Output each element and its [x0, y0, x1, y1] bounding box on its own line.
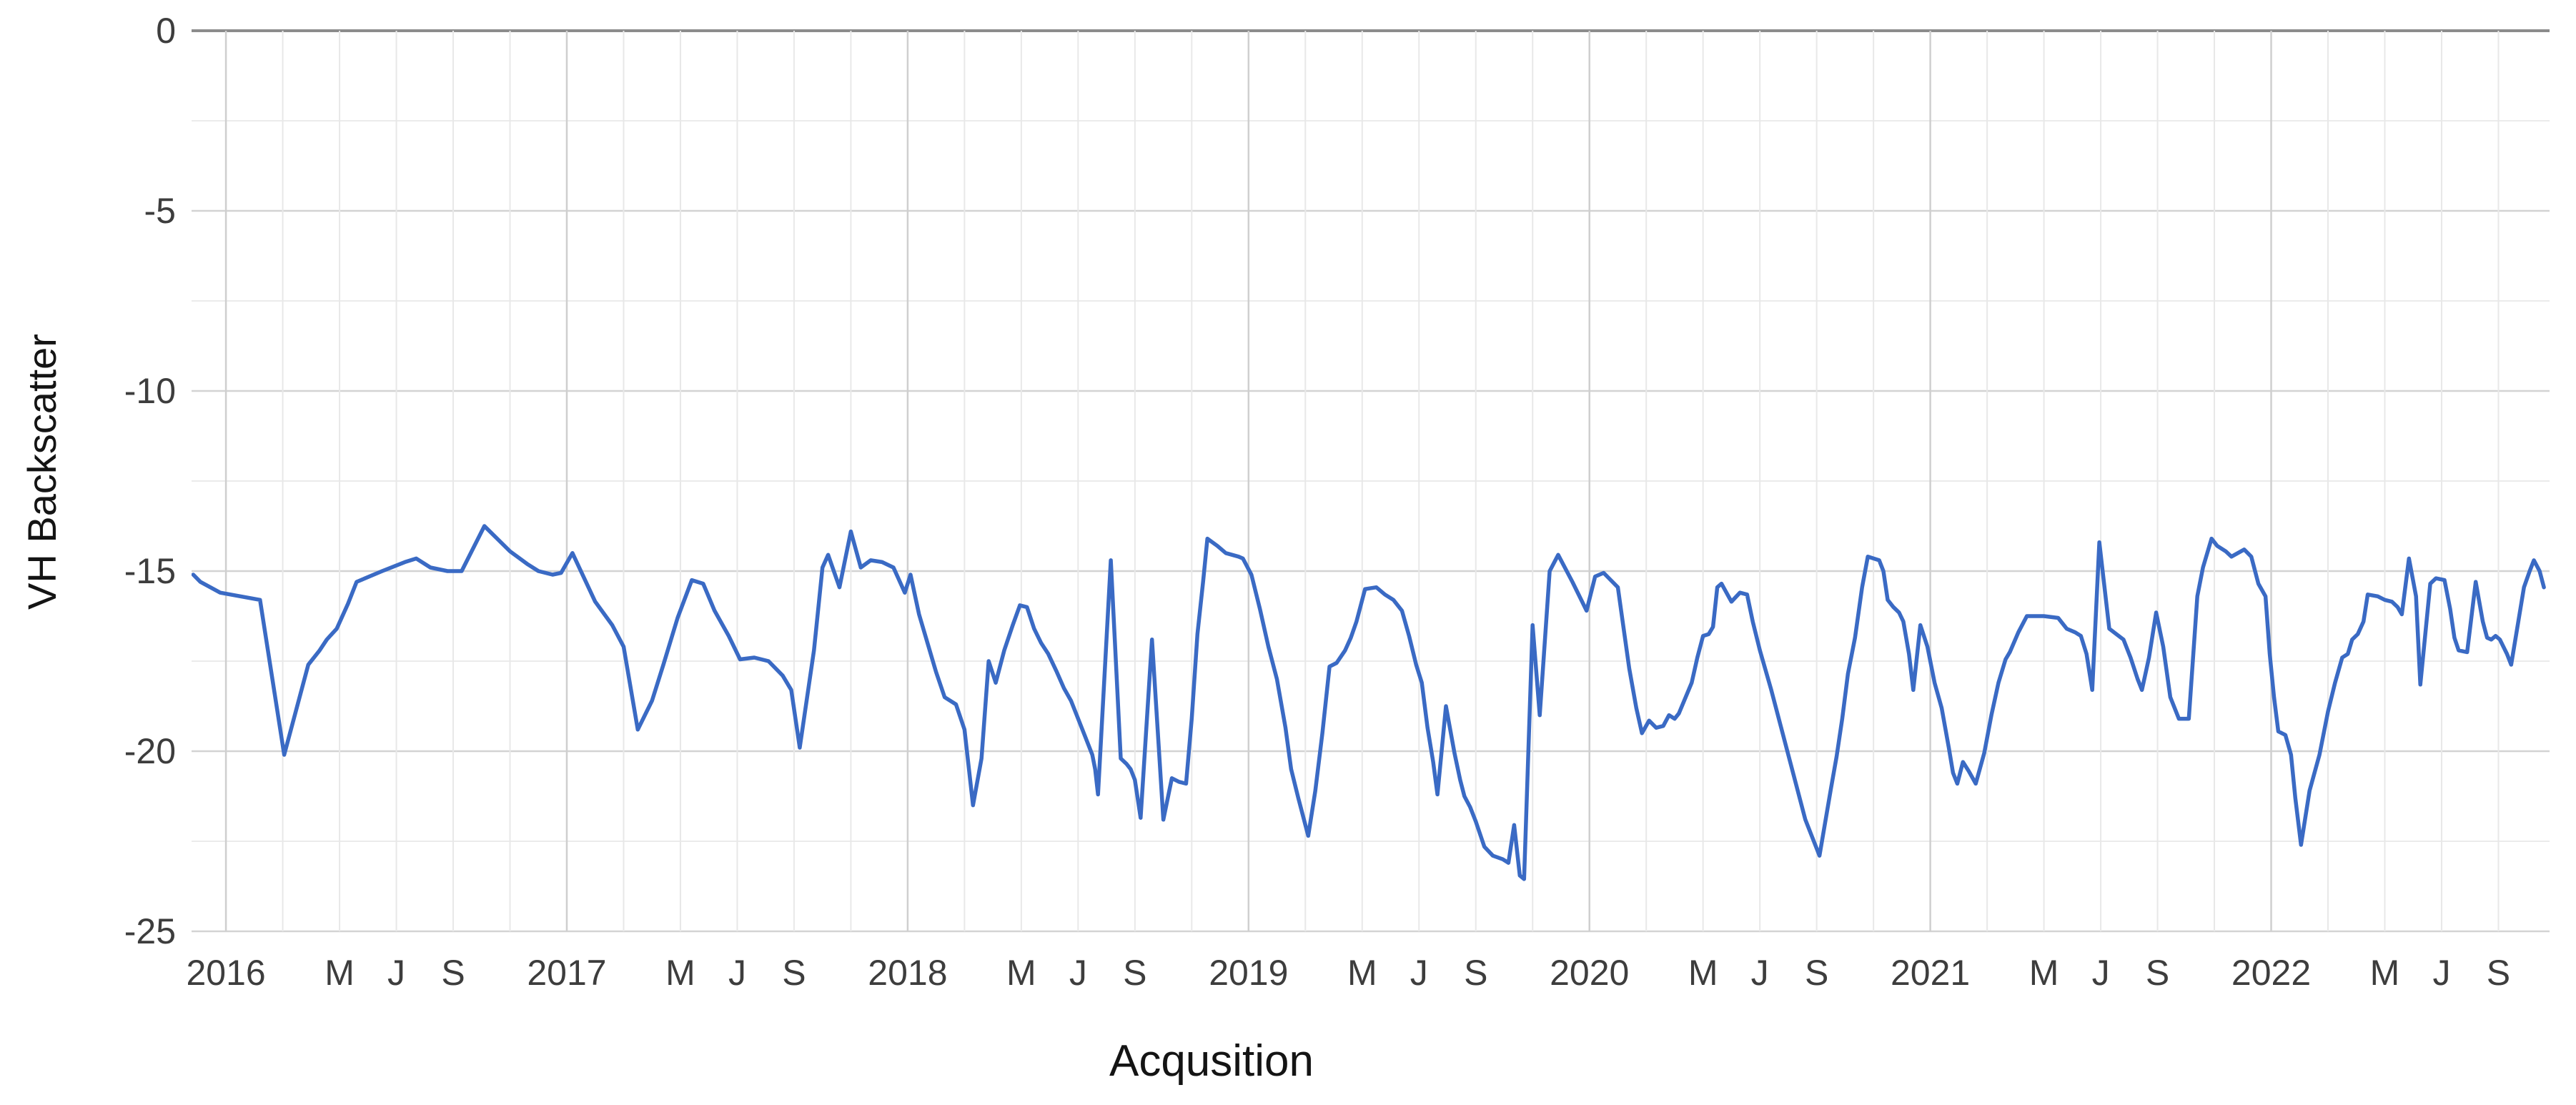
- x-tick-label-month: M: [1006, 953, 1036, 993]
- x-tick-label-month: S: [2487, 953, 2510, 993]
- x-tick-label-year: 2021: [1891, 953, 1970, 993]
- x-tick-label-month: J: [1069, 953, 1087, 993]
- y-axis-tick-labels: 0 -5 -10 -15 -20 -25: [124, 11, 176, 951]
- x-tick-label-year: 2020: [1550, 953, 1629, 993]
- x-tick-label-month: M: [665, 953, 695, 993]
- data-series: [192, 524, 2546, 881]
- x-tick-label-year: 2019: [1209, 953, 1288, 993]
- y-tick-label: -5: [144, 191, 176, 231]
- x-tick-label-month: M: [325, 953, 355, 993]
- x-tick-label-year: 2016: [186, 953, 265, 993]
- x-tick-label-month: S: [441, 953, 465, 993]
- x-axis-tick-labels: 2016 M J S 2017 M J S 2018 M J S 2019 M J S 2020 M J S 2021 M…: [186, 953, 2510, 993]
- x-tick-label-month: S: [1464, 953, 1487, 993]
- x-tick-label-month: S: [1123, 953, 1146, 993]
- x-tick-label-year: 2022: [2231, 953, 2311, 993]
- vh-backscatter-line: [192, 524, 2546, 881]
- horizontal-gridlines: [192, 29, 2550, 933]
- x-tick-label-month: J: [387, 953, 405, 993]
- x-tick-label-month: M: [2029, 953, 2059, 993]
- x-tick-label-month: J: [2432, 953, 2450, 993]
- x-tick-label-month: S: [782, 953, 806, 993]
- x-tick-label-month: M: [1688, 953, 1718, 993]
- x-tick-label-month: J: [1751, 953, 1769, 993]
- x-tick-label-month: M: [2370, 953, 2400, 993]
- x-axis-title: Acqusition: [1109, 1036, 1314, 1086]
- x-tick-label-month: J: [2092, 953, 2110, 993]
- x-tick-label-year: 2018: [868, 953, 947, 993]
- y-tick-label: -15: [124, 551, 176, 591]
- y-axis-title: VH Backscatter: [19, 334, 64, 610]
- x-tick-label-month: J: [728, 953, 746, 993]
- x-tick-label-month: S: [2146, 953, 2169, 993]
- x-tick-label-month: J: [1410, 953, 1428, 993]
- y-tick-label: -20: [124, 731, 176, 771]
- x-tick-label-month: M: [1347, 953, 1377, 993]
- y-tick-label: -10: [124, 371, 176, 411]
- x-tick-label-month: S: [1805, 953, 1828, 993]
- vertical-gridlines: [224, 31, 2500, 931]
- y-tick-label: 0: [156, 11, 176, 51]
- y-tick-label: -25: [124, 911, 176, 951]
- x-tick-label-year: 2017: [527, 953, 606, 993]
